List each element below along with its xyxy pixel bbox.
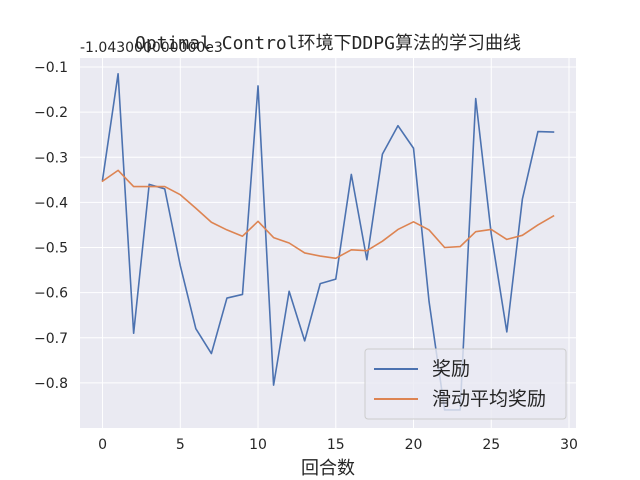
legend-box bbox=[364, 348, 567, 420]
y-tick-label: −0.3 bbox=[34, 150, 68, 166]
x-tick-label: 20 bbox=[405, 437, 423, 453]
series-line-reward bbox=[101, 72, 555, 411]
y-tick-label: −0.6 bbox=[34, 286, 68, 302]
y-tick-label: −0.5 bbox=[34, 241, 68, 257]
chart-title: Optimal Control环境下DDPG算法的学习曲线 bbox=[135, 33, 521, 54]
series-line-moving-average bbox=[101, 169, 555, 260]
x-tick-label: 5 bbox=[176, 437, 185, 453]
x-tick-label: 15 bbox=[327, 437, 345, 453]
y-tick-label: −0.1 bbox=[34, 60, 68, 76]
x-tick-label: 25 bbox=[482, 437, 500, 453]
x-axis-label: 回合数 bbox=[301, 458, 355, 479]
y-tick-label: −0.4 bbox=[34, 195, 68, 211]
legend-label-moving-average: 滑动平均奖励 bbox=[432, 388, 546, 410]
tick-labels: 0 5 10 15 20 25 30 −0.1 −0.2 −0.3 −0.4 −0.5 −0.6 −0.7… bbox=[34, 60, 578, 453]
y-tick-label: −0.2 bbox=[34, 105, 68, 121]
series-group bbox=[101, 72, 555, 411]
grid bbox=[80, 58, 576, 428]
y-offset-label: -1.043000000000e3 bbox=[80, 40, 223, 56]
x-tick-label: 10 bbox=[249, 437, 267, 453]
legend: 奖励 滑动平均奖励 bbox=[364, 348, 567, 420]
y-tick-label: −0.7 bbox=[34, 331, 68, 347]
y-tick-label: −0.8 bbox=[34, 376, 68, 392]
x-tick-label: 30 bbox=[560, 437, 578, 453]
x-tick-label: 0 bbox=[98, 437, 107, 453]
legend-label-reward: 奖励 bbox=[432, 358, 470, 380]
